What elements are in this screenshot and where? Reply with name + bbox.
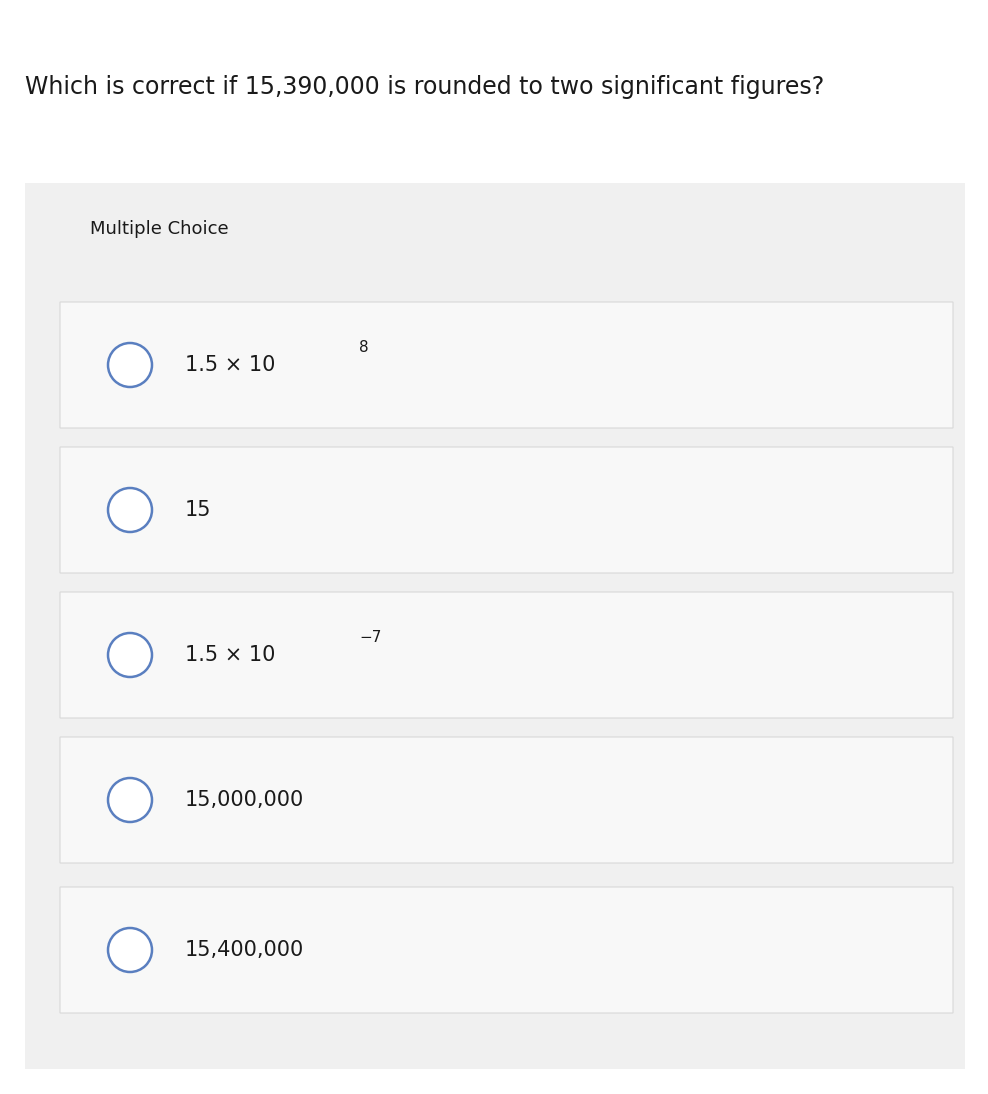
Text: 15,400,000: 15,400,000 [185,940,304,961]
FancyBboxPatch shape [60,737,953,863]
FancyBboxPatch shape [60,447,953,573]
Text: Multiple Choice: Multiple Choice [90,220,228,238]
Text: Which is correct if 15,390,000 is rounded to two significant figures?: Which is correct if 15,390,000 is rounde… [25,75,824,98]
Circle shape [108,344,152,387]
Circle shape [108,928,152,971]
FancyBboxPatch shape [25,183,965,1069]
Circle shape [108,488,152,532]
FancyBboxPatch shape [60,302,953,428]
Circle shape [108,778,152,822]
Circle shape [108,633,152,677]
Text: −7: −7 [360,629,381,644]
Text: 15,000,000: 15,000,000 [185,790,304,810]
Text: 15: 15 [185,500,211,520]
FancyBboxPatch shape [60,887,953,1013]
FancyBboxPatch shape [60,592,953,718]
Text: 1.5 × 10: 1.5 × 10 [185,645,276,665]
Text: 8: 8 [360,339,369,354]
Text: 1.5 × 10: 1.5 × 10 [185,354,276,375]
